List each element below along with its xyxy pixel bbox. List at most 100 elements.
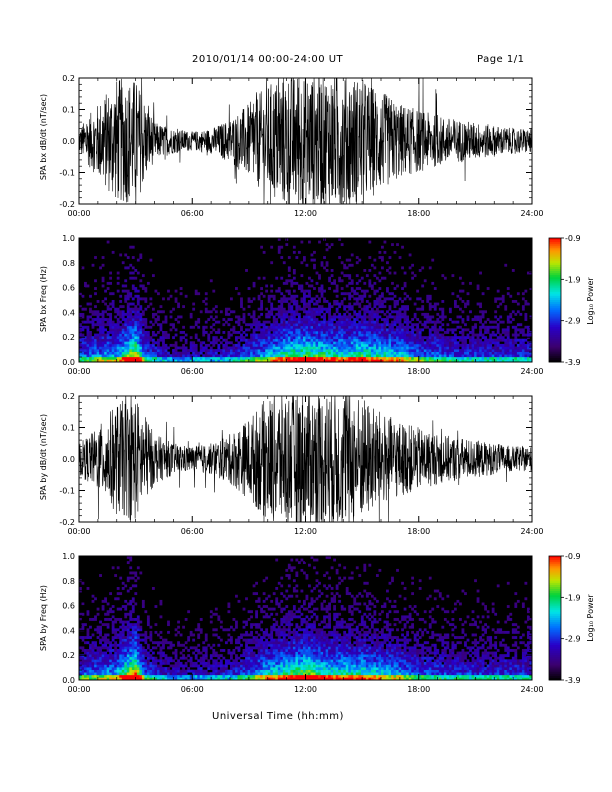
spectrogram-cell bbox=[506, 346, 510, 350]
spectrogram-cell bbox=[325, 243, 329, 247]
spectrogram-cell bbox=[126, 638, 130, 642]
spectrogram-cell bbox=[151, 274, 155, 278]
spectrogram-cell bbox=[151, 661, 155, 665]
spectrogram-cell bbox=[252, 677, 256, 681]
spectrogram-cell bbox=[116, 354, 120, 358]
spectrogram-cell bbox=[250, 623, 253, 627]
spectrogram-cell bbox=[204, 307, 208, 311]
spectrogram-cell bbox=[501, 346, 505, 350]
spectrogram-cell bbox=[282, 336, 286, 340]
spectrogram-cell bbox=[204, 669, 208, 673]
spectrogram-cell bbox=[134, 341, 138, 345]
spectrogram-cell bbox=[368, 256, 372, 259]
spectrogram-cell bbox=[174, 333, 178, 337]
spectrogram-cell bbox=[464, 341, 467, 345]
spectrogram-cell bbox=[237, 677, 241, 681]
spectrogram-cell bbox=[426, 315, 430, 319]
spectrogram-cell bbox=[486, 341, 490, 345]
spectrogram-cell bbox=[524, 359, 528, 363]
spectrogram-cell bbox=[448, 307, 452, 311]
spectrogram-cell bbox=[265, 359, 269, 363]
spectrogram-cell bbox=[129, 587, 133, 590]
spectrogram-cell bbox=[413, 359, 417, 363]
spectrogram-cell bbox=[345, 359, 349, 363]
spectrogram-cell bbox=[255, 343, 258, 347]
spectrogram-cell bbox=[96, 674, 100, 678]
spectrogram-cell bbox=[252, 654, 256, 658]
spectrogram-cell bbox=[151, 338, 155, 342]
spectrogram-cell bbox=[451, 359, 455, 363]
spectrogram-cell bbox=[466, 351, 470, 355]
spectrogram-cell bbox=[501, 351, 505, 355]
spectrogram-cell bbox=[136, 351, 140, 355]
spectrogram-cell bbox=[262, 276, 266, 280]
spectrogram-cell bbox=[101, 656, 105, 660]
spectrogram-cell bbox=[275, 318, 279, 321]
spectrogram-cell bbox=[151, 677, 155, 681]
spectrogram-cell bbox=[315, 351, 319, 355]
spectrogram-cell bbox=[129, 346, 133, 350]
spectrogram-cell bbox=[219, 341, 223, 345]
spectrogram-cell bbox=[333, 346, 336, 350]
spectrogram-cell bbox=[240, 667, 243, 670]
spectrogram-cell bbox=[373, 341, 377, 345]
spectrogram-cell bbox=[265, 349, 269, 352]
spectrogram-cell bbox=[476, 351, 480, 355]
spectrogram-cell bbox=[252, 659, 256, 663]
spectrogram-cell bbox=[134, 636, 138, 639]
spectrogram-cell bbox=[396, 300, 399, 303]
spectrogram-cell bbox=[157, 310, 160, 314]
spectrogram-cell bbox=[335, 307, 339, 311]
x-tick-label: 06:00 bbox=[181, 527, 204, 536]
spectrogram-cell bbox=[136, 628, 140, 632]
spectrogram-cell bbox=[89, 672, 92, 676]
spectrogram-cell bbox=[247, 661, 251, 665]
spectrogram-cell bbox=[436, 320, 440, 324]
spectrogram-cell bbox=[129, 292, 133, 296]
y-tick-label: 0.1 bbox=[62, 106, 75, 115]
spectrogram-cell bbox=[194, 346, 198, 350]
spectrogram-cell bbox=[308, 289, 311, 293]
spectrogram-cell bbox=[144, 346, 148, 350]
spectrogram-cell bbox=[370, 351, 374, 355]
spectrogram-cell bbox=[318, 343, 321, 347]
spectrogram-cell bbox=[111, 674, 115, 678]
spectrogram-cell bbox=[129, 630, 133, 634]
spectrogram-cell bbox=[370, 328, 374, 332]
spectrogram-cell bbox=[111, 325, 115, 329]
spectrogram-cell bbox=[192, 356, 196, 360]
spectrogram-cell bbox=[84, 307, 87, 311]
spectrogram-cell bbox=[403, 315, 407, 319]
spectrogram-cell bbox=[227, 359, 231, 363]
spectrogram-cell bbox=[320, 341, 324, 345]
spectrogram-cell bbox=[224, 359, 228, 363]
spectrogram-cell bbox=[368, 343, 372, 347]
spectrogram-cell bbox=[436, 341, 440, 345]
spectrogram-cell bbox=[516, 346, 520, 350]
spectrogram-cell bbox=[436, 333, 440, 337]
spectrogram-cell bbox=[310, 351, 314, 355]
spectrogram-cell bbox=[230, 672, 233, 676]
spectrogram-cell bbox=[144, 323, 148, 327]
spectrogram-cell bbox=[164, 356, 168, 360]
spectrogram-cell bbox=[149, 336, 153, 340]
spectrogram-cell bbox=[101, 328, 105, 332]
spectrogram-cell bbox=[350, 320, 354, 324]
spectrogram-cell bbox=[421, 266, 425, 270]
spectrogram-cell bbox=[199, 356, 203, 360]
spectrogram-cell bbox=[290, 281, 294, 285]
spectrogram-cell bbox=[340, 320, 344, 324]
spectrogram-cell bbox=[426, 312, 430, 316]
spectrogram-cell bbox=[340, 287, 344, 290]
spectrogram-cell bbox=[459, 359, 462, 363]
spectrogram-cell bbox=[305, 343, 309, 347]
spectrogram-cell bbox=[431, 351, 435, 355]
spectrogram-cell bbox=[393, 271, 397, 275]
spectrogram-cell bbox=[121, 651, 125, 655]
spectrogram-cell bbox=[333, 338, 336, 342]
spectrogram-cell bbox=[401, 336, 404, 340]
spectrogram-cell bbox=[104, 667, 107, 670]
spectrogram-cell bbox=[393, 328, 397, 332]
spectrogram-cell bbox=[197, 623, 201, 627]
spectrogram-cell bbox=[506, 325, 510, 329]
